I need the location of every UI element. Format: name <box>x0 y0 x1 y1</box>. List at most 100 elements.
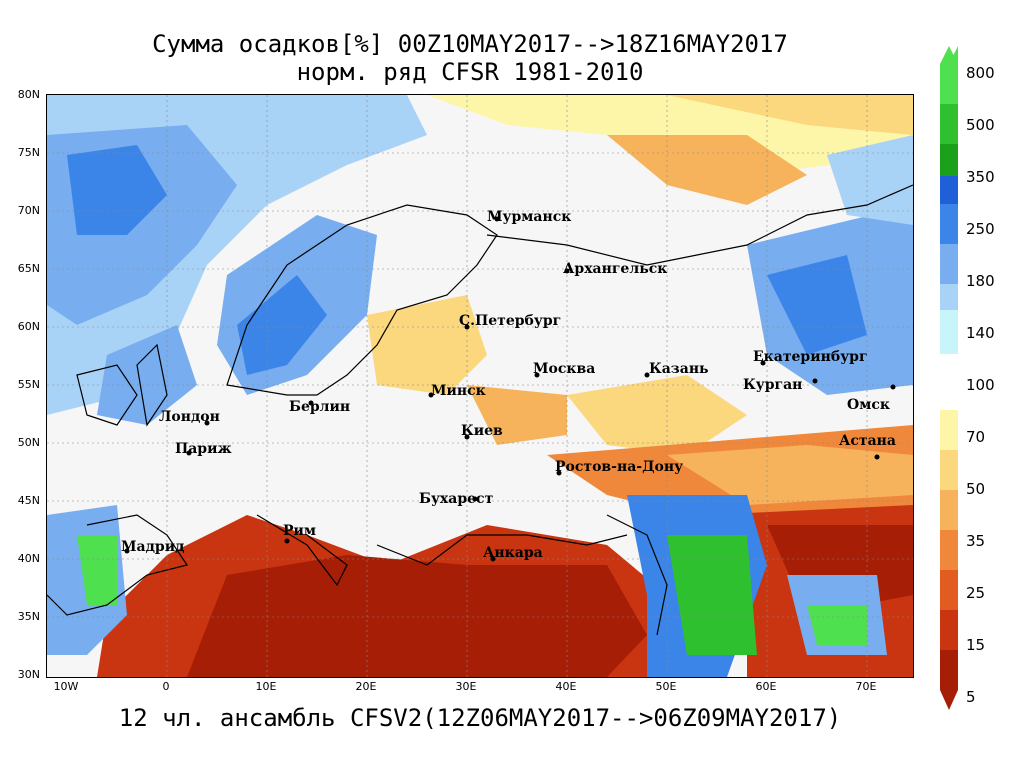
legend-swatch <box>940 610 958 650</box>
city-marker <box>464 434 470 440</box>
city-madrid: Мадрид <box>121 539 184 555</box>
city-marker <box>124 548 130 554</box>
lat-label: 35N <box>17 610 40 623</box>
city-marker <box>890 384 896 390</box>
city-berlin: Берлин <box>289 399 350 415</box>
legend-swatch <box>940 64 958 104</box>
legend-swatch <box>940 176 958 204</box>
legend-arrow-top <box>940 46 958 64</box>
legend-swatch <box>940 310 958 354</box>
region-below-normal <box>367 295 487 395</box>
coastlines <box>47 184 913 636</box>
region-below-normal <box>607 135 807 205</box>
legend-swatch <box>940 530 958 570</box>
legend-label: 50 <box>966 480 986 498</box>
ensemble-subtitle: 12 чл. ансамбль CFSV2(12Z06MAY2017-->06Z… <box>118 704 842 732</box>
legend-label: 35 <box>966 532 986 550</box>
city-marker <box>644 372 650 378</box>
legend-swatch <box>940 284 958 310</box>
city-marker <box>564 268 570 274</box>
legend-swatch <box>940 204 958 244</box>
legend-label: 180 <box>966 272 995 290</box>
lat-label: 80N <box>17 88 40 101</box>
city-minsk: Минск <box>431 383 486 399</box>
city-arkhangelsk: Архангельск <box>563 261 667 277</box>
city-yekaterinburg: Екатеринбург <box>753 349 868 365</box>
region-above-normal <box>97 325 197 425</box>
city-london: Лондон <box>159 409 220 425</box>
lon-label: 40E <box>555 680 577 693</box>
legend-swatch <box>940 104 958 144</box>
lat-label: 70N <box>17 204 40 217</box>
legend-swatch <box>940 244 958 284</box>
city-layer: Мурманск Архангельск С.Петербург Москва … <box>121 209 896 562</box>
city-marker <box>308 400 314 406</box>
city-st-petersburg: С.Петербург <box>459 313 561 329</box>
legend-swatch <box>940 450 958 490</box>
region-above-normal <box>827 135 913 225</box>
region-below-normal <box>667 445 913 505</box>
lat-label: 45N <box>17 494 40 507</box>
city-marker <box>186 450 192 456</box>
legend-swatch <box>940 490 958 530</box>
region-extreme-wet <box>667 535 757 655</box>
city-moscow: Москва <box>533 361 595 377</box>
lon-label: 50E <box>655 680 677 693</box>
lat-label: 60N <box>17 320 40 333</box>
legend-label: 350 <box>966 168 995 186</box>
legend-swatch <box>940 570 958 610</box>
region-below-normal <box>467 385 567 445</box>
city-kurgan: Курган <box>743 377 802 393</box>
city-kyiv: Киев <box>461 423 503 439</box>
legend-swatch <box>940 650 958 690</box>
legend-label: 800 <box>966 64 995 82</box>
region-below-normal <box>567 375 747 455</box>
city-rostov: Ростов-на-Дону <box>555 459 683 475</box>
legend-swatch <box>940 410 958 450</box>
legend-label: 500 <box>966 116 995 134</box>
region-extreme-wet <box>807 605 867 645</box>
lon-label: 0 <box>162 680 170 693</box>
city-kazan: Казань <box>649 361 709 377</box>
region-well-above-normal <box>237 275 327 375</box>
city-marker <box>556 470 562 476</box>
lat-label: 40N <box>17 552 40 565</box>
map-title-line2: норм. ряд CFSR 1981-2010 <box>296 58 644 86</box>
city-omsk: Омск <box>847 397 890 413</box>
region-below-normal <box>667 95 913 135</box>
legend-label: 250 <box>966 220 995 238</box>
city-rome: Рим <box>283 523 316 539</box>
city-marker <box>284 538 290 544</box>
lat-label: 55N <box>17 378 40 391</box>
city-marker <box>472 496 478 502</box>
region-well-above-normal <box>767 255 867 355</box>
city-paris: Париж <box>175 441 232 457</box>
city-marker <box>428 392 434 398</box>
city-marker <box>464 324 470 330</box>
region-very-dry <box>187 555 647 677</box>
legend-label: 140 <box>966 324 995 342</box>
lat-label: 65N <box>17 262 40 275</box>
map-canvas: Мурманск Архангельск С.Петербург Москва … <box>47 95 913 677</box>
city-marker <box>490 556 496 562</box>
region-well-above-normal <box>67 145 167 235</box>
color-legend <box>940 46 958 710</box>
precipitation-map: Мурманск Архангельск С.Петербург Москва … <box>46 94 914 678</box>
city-marker <box>812 378 818 384</box>
lat-label: 75N <box>17 146 40 159</box>
city-marker <box>494 216 500 222</box>
lon-label: 20E <box>355 680 377 693</box>
city-marker <box>534 372 540 378</box>
legend-swatch <box>940 144 958 176</box>
legend-label: 25 <box>966 584 986 602</box>
legend-label: 70 <box>966 428 986 446</box>
lon-label: 30E <box>455 680 477 693</box>
lat-label: 30N <box>17 668 40 681</box>
legend-label: 5 <box>966 688 976 706</box>
legend-arrow-bottom <box>940 690 958 710</box>
city-murmansk: Мурманск <box>487 209 571 225</box>
map-title-line1: Сумма осадков[%] 00Z10MAY2017-->18Z16MAY… <box>152 30 788 58</box>
city-astana: Астана <box>839 433 896 449</box>
lat-label: 50N <box>17 436 40 449</box>
lon-label: 70E <box>855 680 877 693</box>
